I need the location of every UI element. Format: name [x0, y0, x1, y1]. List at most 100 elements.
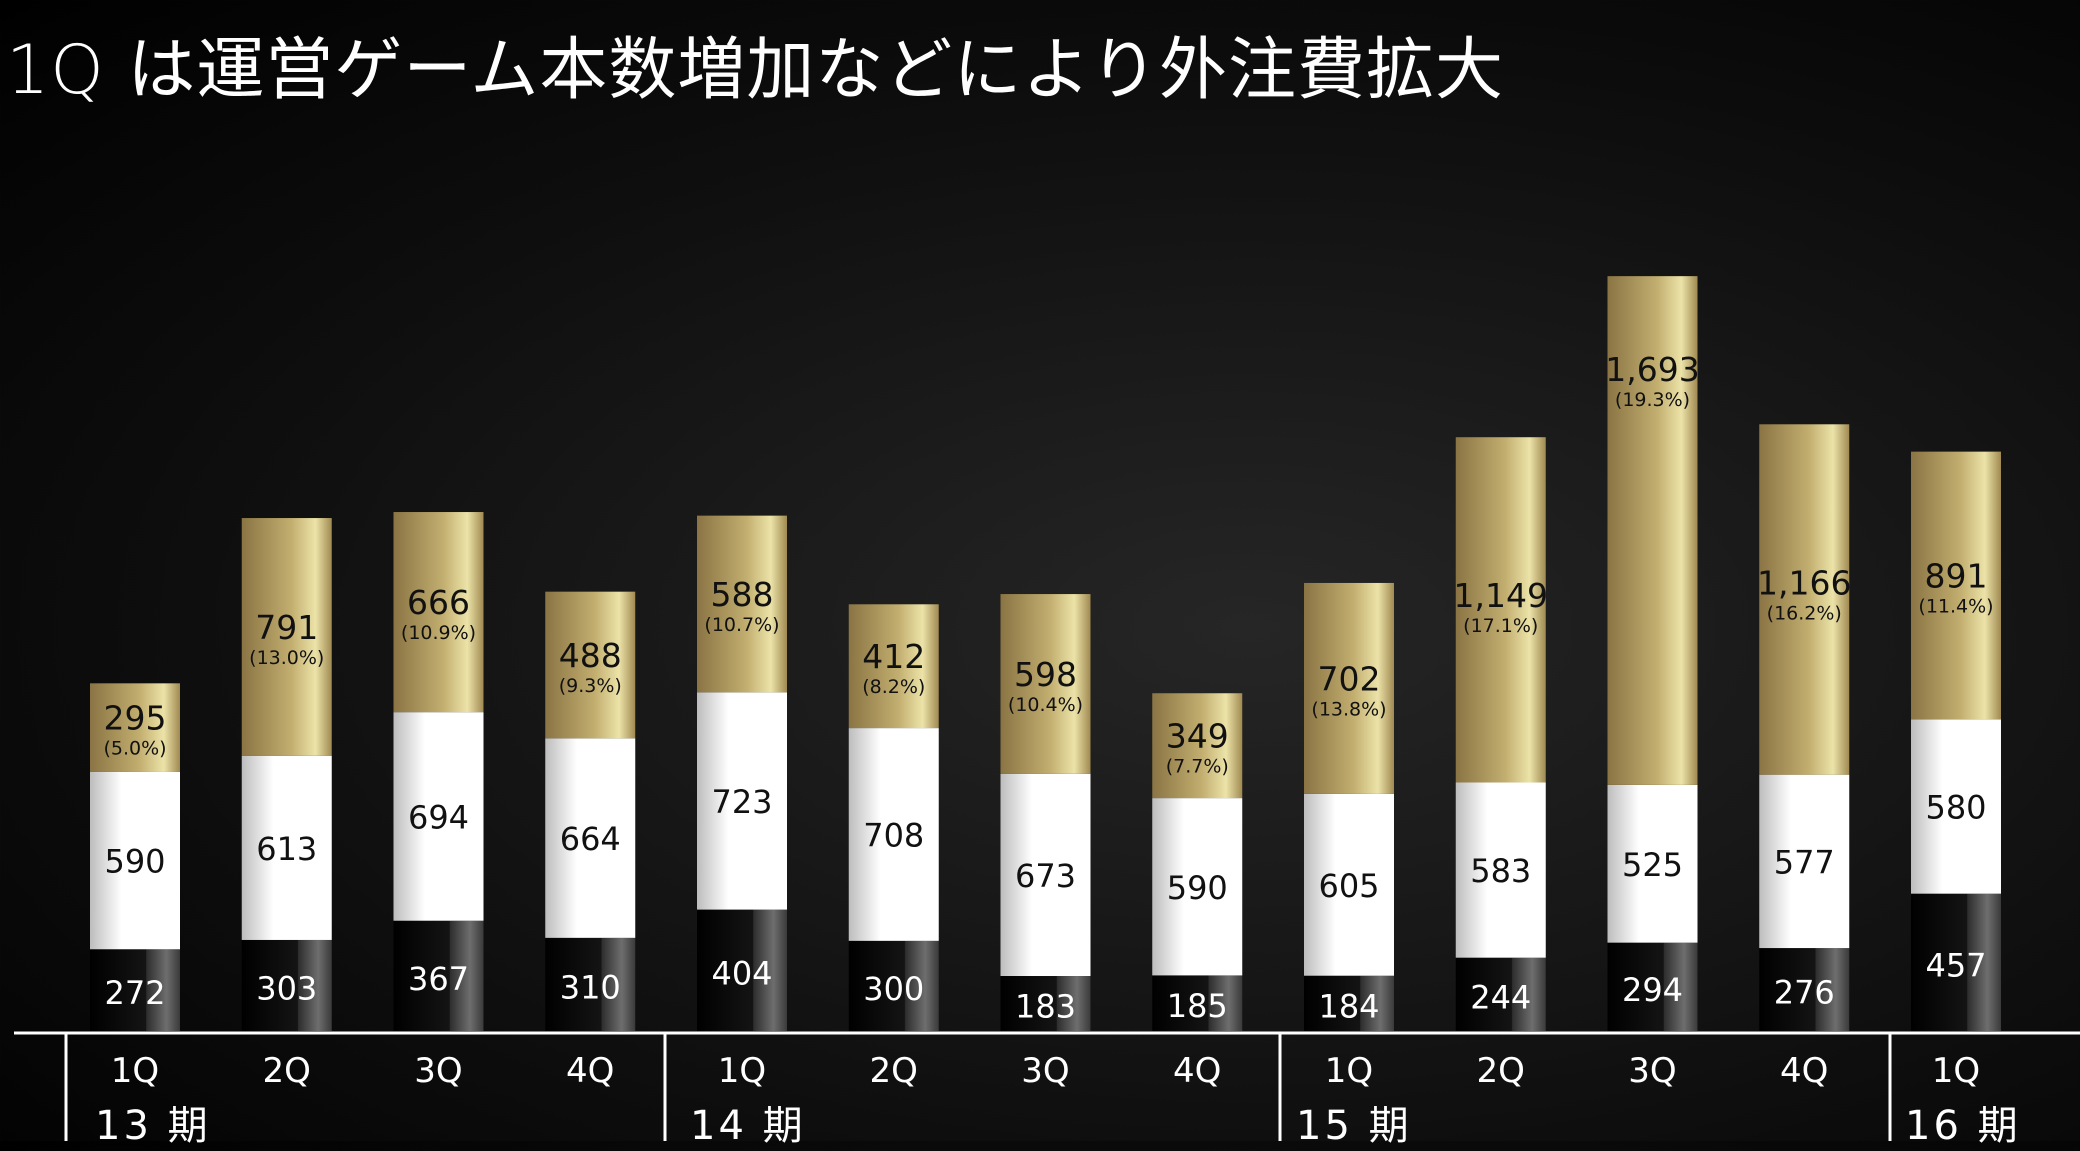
bar-segment-bottom — [545, 937, 636, 1031]
data-label-middle: 673 — [1015, 857, 1076, 895]
data-label-bottom: 310 — [560, 968, 621, 1006]
x-tick-label: 3Q — [1021, 1051, 1069, 1091]
data-label-percent: (10.9%) — [401, 622, 476, 644]
bar-segment-bottom — [1000, 976, 1091, 1031]
data-label-percent: (9.3%) — [559, 675, 622, 697]
data-label-middle: 723 — [711, 783, 772, 821]
x-tick-label: 1Q — [718, 1051, 766, 1091]
data-label-top: 702 — [1318, 659, 1381, 698]
data-label-bottom: 404 — [711, 954, 772, 992]
data-label-bottom: 184 — [1318, 987, 1379, 1025]
bar-segment-bottom — [1607, 942, 1698, 1031]
data-label-percent: (11.4%) — [1918, 596, 1993, 618]
bar-segment-middle — [1304, 793, 1394, 976]
x-tick-label: 1Q — [1932, 1051, 1980, 1091]
data-label-middle: 613 — [256, 830, 317, 868]
data-label-percent: (19.3%) — [1615, 389, 1690, 411]
data-label-bottom: 183 — [1015, 988, 1076, 1026]
x-tick-label: 3Q — [1628, 1051, 1676, 1091]
bar-segment-middle — [697, 692, 787, 910]
data-label-top: 349 — [1166, 717, 1229, 756]
period-label: 15 期 — [1296, 1103, 1412, 1149]
bar-segment-top — [697, 515, 787, 693]
data-label-top: 412 — [862, 637, 925, 676]
bar-segment-top — [1911, 451, 2001, 720]
data-label-middle: 694 — [408, 798, 469, 836]
data-label-middle: 525 — [1622, 846, 1683, 884]
bar-segment-top — [1455, 437, 1546, 783]
bar-segment-middle — [1000, 773, 1091, 977]
data-label-percent: (10.4%) — [1008, 694, 1083, 716]
data-label-top: 791 — [255, 608, 318, 647]
data-label-bottom: 300 — [863, 970, 924, 1008]
bar-segment-middle — [848, 728, 939, 941]
x-axis — [14, 1031, 2080, 1141]
period-label: 13 期 — [95, 1103, 211, 1149]
data-label-bottom: 185 — [1167, 987, 1228, 1025]
bar-segment-bottom — [848, 940, 939, 1031]
bar-segment-top — [1152, 693, 1243, 799]
data-label-top: 1,149 — [1454, 576, 1548, 615]
data-label-top: 588 — [711, 575, 774, 614]
bar-segment-top — [241, 518, 332, 756]
data-label-bottom: 367 — [408, 960, 469, 998]
data-label-top: 295 — [104, 699, 167, 738]
bar-segment-middle — [1455, 782, 1546, 958]
x-tick-label: 3Q — [414, 1051, 462, 1091]
data-label-middle: 708 — [863, 816, 924, 854]
period-label: 16 期 — [1905, 1103, 2021, 1149]
data-label-middle: 590 — [104, 843, 165, 881]
bar-segment-top — [90, 683, 180, 772]
data-label-bottom: 276 — [1774, 974, 1835, 1012]
data-label-top: 488 — [559, 636, 622, 675]
bar-segment-middle — [241, 755, 332, 940]
bar-segment-bottom — [393, 920, 484, 1031]
bar-segment-top — [848, 604, 939, 729]
data-label-percent: (5.0%) — [103, 738, 166, 760]
bar-segment-top — [1304, 582, 1394, 794]
x-tick-label: 1Q — [1325, 1051, 1373, 1091]
data-label-top: 1,693 — [1605, 350, 1699, 389]
bar-segment-middle — [1152, 798, 1243, 976]
data-label-top: 891 — [1925, 557, 1988, 596]
x-tick-label: 2Q — [1477, 1051, 1525, 1091]
bar-segment-bottom — [1911, 893, 2001, 1031]
x-tick-label: 4Q — [1780, 1051, 1828, 1091]
x-tick-label: 2Q — [263, 1051, 311, 1091]
data-label-bottom: 294 — [1622, 971, 1683, 1009]
bars-group — [90, 276, 2001, 1031]
bar-segment-bottom — [697, 909, 787, 1031]
data-label-bottom: 244 — [1470, 978, 1531, 1016]
bar-segment-bottom — [1455, 957, 1546, 1031]
data-label-percent: (13.8%) — [1311, 698, 1386, 720]
bar-segment-top — [1607, 276, 1698, 785]
bar-segment-bottom — [90, 949, 180, 1031]
x-tick-label: 4Q — [566, 1051, 614, 1091]
bar-segment-bottom — [1759, 948, 1850, 1031]
data-label-bottom: 272 — [104, 974, 165, 1012]
bar-segment-middle — [1759, 774, 1850, 949]
data-label-middle: 583 — [1470, 852, 1531, 890]
data-label-middle: 580 — [1925, 789, 1986, 827]
data-label-percent: (10.7%) — [704, 614, 779, 636]
data-label-middle: 590 — [1167, 869, 1228, 907]
bar-segment-top — [1759, 424, 1850, 775]
data-label-percent: (8.2%) — [862, 676, 925, 698]
x-tick-label: 2Q — [870, 1051, 918, 1091]
bar-segment-top — [545, 591, 636, 739]
data-labels: 272 590 295(5.0%) 1Q 303 613 791(13.0%) 2Q 367 69… — [103, 350, 1993, 1091]
chart-title: 1Q は運営ゲーム本数増加などにより外注費拡大 — [6, 31, 1505, 110]
bar-segment-top — [1000, 594, 1091, 774]
x-tick-label: 4Q — [1173, 1051, 1221, 1091]
bar-segment-bottom — [1152, 975, 1243, 1031]
data-label-bottom: 457 — [1925, 946, 1986, 984]
bar-segment-bottom — [241, 939, 332, 1031]
bar-segment-middle — [90, 771, 180, 950]
period-label: 14 期 — [690, 1103, 806, 1149]
data-label-bottom: 303 — [256, 969, 317, 1007]
data-label-top: 666 — [407, 583, 470, 622]
data-label-percent: (17.1%) — [1463, 615, 1538, 637]
data-label-middle: 605 — [1318, 867, 1379, 905]
bar-segment-middle — [1911, 719, 2001, 894]
